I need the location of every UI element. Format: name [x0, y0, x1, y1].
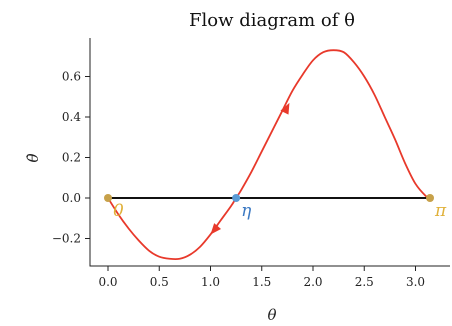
x-tick-label: 2.5 [355, 275, 374, 289]
y-tick-label: 0.6 [62, 70, 81, 84]
fixed-point-marker [232, 194, 241, 202]
y-tick-label: 0.0 [62, 191, 81, 205]
fixed-point-marker [104, 194, 112, 202]
y-tick-label: −0.2 [52, 232, 81, 246]
flow-arrow [210, 223, 222, 235]
x-axis-label: θ [267, 306, 276, 324]
flow-curve [107, 49, 431, 261]
fixed-point-label: π [434, 201, 447, 221]
x-tick-label: 0.0 [98, 275, 117, 289]
fixed-point-marker [426, 194, 435, 202]
y-tick-label: 0.2 [62, 151, 81, 165]
y-tick-label: 0.4 [62, 110, 81, 124]
flow-arrow [280, 102, 290, 115]
chart-title: Flow diagram of θ [189, 10, 355, 31]
fixed-point-label: η [241, 201, 252, 221]
x-tick-label: 1.5 [252, 275, 271, 289]
x-tick-label: 0.5 [150, 275, 169, 289]
fixed-point-label: 0 [113, 201, 124, 221]
y-axis-label: θ̇ [24, 153, 42, 162]
x-tick-label: 2.0 [303, 275, 322, 289]
x-tick-label: 1.0 [201, 275, 220, 289]
x-tick-label: 3.0 [406, 275, 425, 289]
plot-area: 0.0 0.5 1.0 1.5 2.0 2.5 3.0 −0.2 0.0 0.2 0.4 0.6 0 η π [52, 38, 450, 289]
